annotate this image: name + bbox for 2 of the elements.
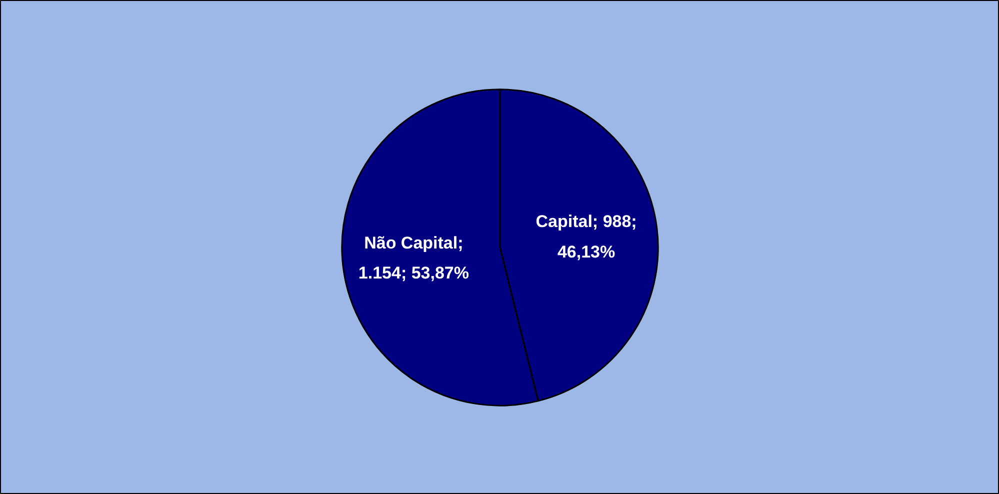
slice-label: Capital; 988; 46,13% bbox=[536, 212, 637, 262]
slice-label: Não Capital; 1.154; 53,87% bbox=[358, 233, 469, 283]
